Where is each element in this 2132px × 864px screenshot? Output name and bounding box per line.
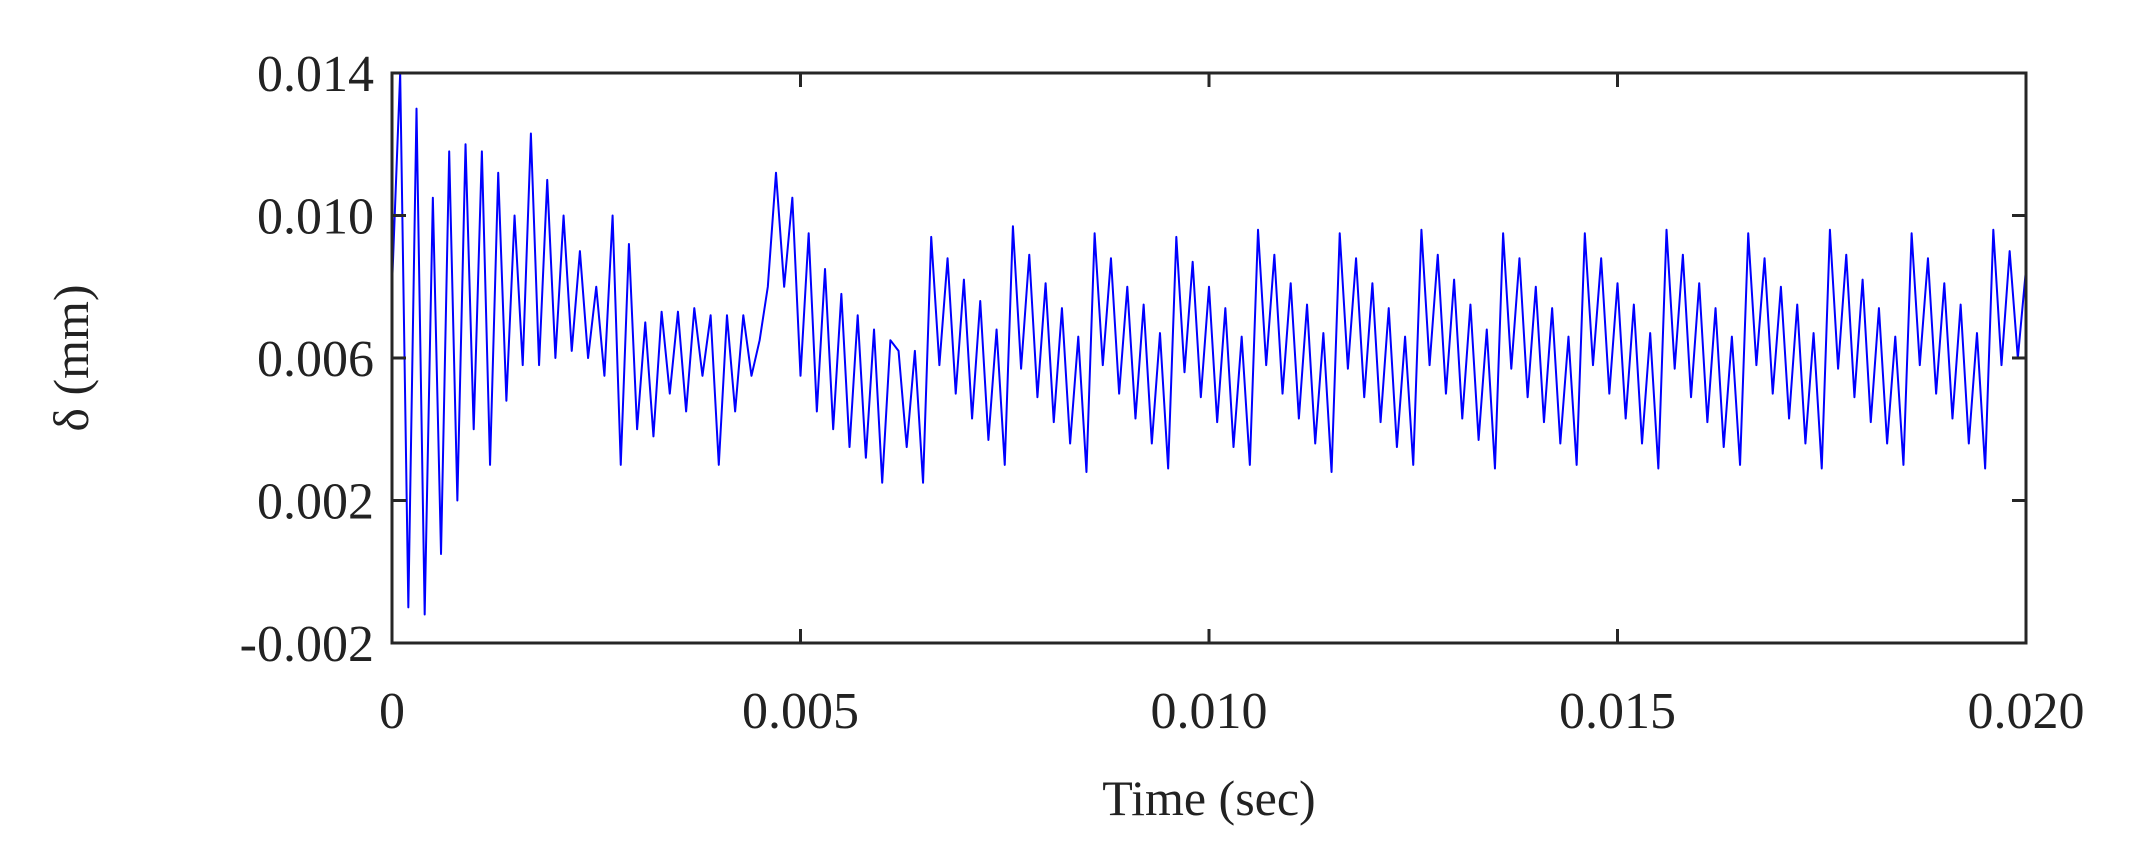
x-tick-label: 0.005 [742, 683, 859, 740]
x-tick-label: 0.010 [1151, 683, 1268, 740]
x-tick-label: 0.015 [1559, 683, 1676, 740]
y-tick-label: -0.002 [240, 616, 374, 673]
y-tick-label: 0.006 [257, 331, 374, 388]
x-tick-label: 0 [379, 683, 405, 740]
x-tick-label: 0.020 [1968, 683, 2085, 740]
y-tick-label: 0.002 [257, 474, 374, 531]
y-tick-label: 0.014 [257, 46, 374, 103]
y-tick-label: 0.010 [257, 189, 374, 246]
x-axis-label: Time (sec) [1102, 770, 1315, 826]
y-axis-label: δ (mm) [43, 284, 99, 431]
axes-frame [390, 71, 2028, 645]
plot-area [391, 72, 2027, 616]
data-line [391, 72, 2027, 616]
